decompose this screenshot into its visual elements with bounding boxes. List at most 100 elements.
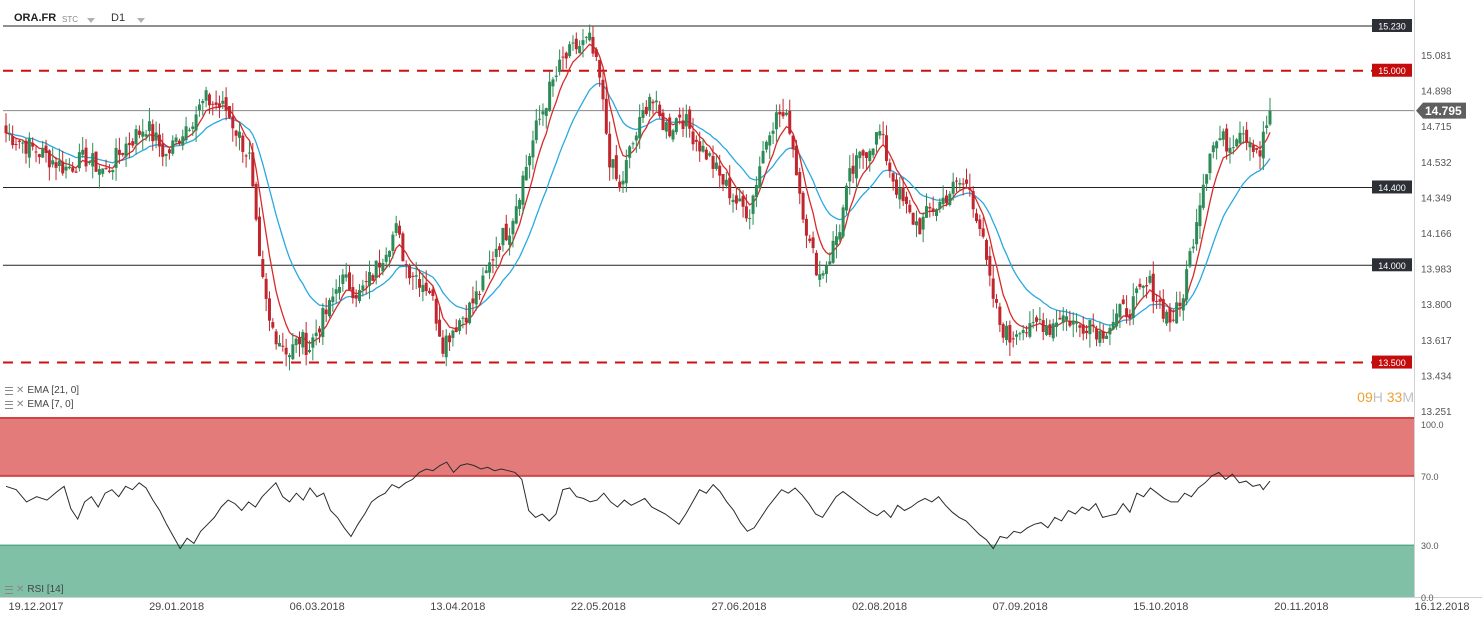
candle-body [734,195,738,204]
candle-body [504,223,508,241]
remove-icon[interactable]: ✕ [16,385,25,396]
candle-body [1101,331,1105,339]
candle-body [704,149,708,160]
candle-body [481,275,485,291]
candle-body [147,121,151,132]
candle-body [998,306,1002,325]
candle-body [1028,323,1032,337]
candle-body [197,104,201,111]
candle-body [741,195,745,207]
candle-body [751,195,755,214]
remove-icon[interactable]: ✕ [16,584,25,595]
candle-body [54,162,58,168]
timeframe-label[interactable]: D1 [111,12,126,24]
candle-body [1001,324,1005,338]
source-dropdown-icon[interactable] [87,18,95,23]
candle-body [388,250,392,257]
candle-body [824,265,828,275]
candle-body [411,275,415,277]
settings-icon[interactable] [5,585,13,594]
indicator-ema21[interactable]: ✕ EMA [21, 0] [5,385,79,396]
candle-body [1171,319,1175,321]
candle-body [1178,302,1182,307]
candle-body [461,317,465,319]
candle-body [297,337,301,345]
candle-body [414,275,418,277]
candle-body [431,289,435,297]
indicator-ema7[interactable]: ✕ EMA [7, 0] [5,399,74,410]
indicator-rsi[interactable]: ✕ RSI [14] [5,584,64,595]
candle-body [798,172,802,194]
candle-body [941,197,945,205]
candle-body [257,216,261,257]
candle-body [141,131,145,137]
candle-body [398,225,402,235]
date-tick-label: 16.12.2018 [1414,601,1469,613]
candle-body [1035,317,1039,322]
candle-body [57,160,61,166]
candle-body [61,161,65,174]
candle-body [881,134,885,136]
candle-body [658,104,662,116]
settings-icon[interactable] [5,386,13,395]
candle-body [831,240,835,263]
date-tick-label: 19.12.2017 [8,601,63,613]
candle-body [874,132,878,145]
timeframe-dropdown-icon[interactable] [137,18,145,23]
candle-body [284,347,288,355]
candle-body [1055,322,1059,328]
candle-body [281,345,285,347]
candle-body [64,166,68,171]
candle-body [894,179,898,195]
candle-body [157,134,161,147]
candle-body [1075,321,1079,324]
candle-body [247,152,251,154]
candle-body [451,330,455,338]
candle-body [898,188,902,200]
candle-body [307,349,311,353]
candle-body [1095,328,1099,340]
candle-body [501,227,505,246]
symbol-label[interactable]: ORA.FR [14,12,57,24]
candle-body [868,150,872,162]
candle-body [91,153,95,167]
candle-body [834,236,838,246]
date-tick-label: 06.03.2018 [290,601,345,613]
candle-body [708,153,712,156]
candle-body [1088,320,1092,335]
candle-body [951,181,955,194]
candle-body [1005,325,1009,341]
candle-body [1185,269,1189,300]
candle-body [184,126,188,141]
candle-body [808,238,812,241]
candle-body [724,179,728,186]
candle-body [1265,125,1269,128]
candle-body [884,135,888,162]
candle-body [17,140,21,142]
candle-body [1245,129,1249,143]
candle-body [774,112,778,130]
candle-body [1181,298,1185,311]
candle-body [448,335,452,343]
candle-body [261,259,265,278]
candle-body [181,136,185,146]
candle-body [1128,314,1132,319]
candle-body [944,195,948,204]
candle-body [778,111,782,115]
date-tick-label: 07.09.2018 [993,601,1048,613]
candle-body [454,327,458,333]
candle-body [244,155,248,157]
remove-icon[interactable]: ✕ [16,399,25,410]
candle-body [494,248,498,258]
candle-body [224,97,228,111]
candle-body [1045,325,1049,335]
candle-body [965,179,969,184]
settings-icon[interactable] [5,400,13,409]
candle-body [401,233,405,262]
price-tick-label: 13.251 [1421,407,1452,418]
candle-body [121,152,125,155]
candle-body [1098,330,1102,343]
candle-body [631,143,635,145]
candle-body [441,337,445,354]
